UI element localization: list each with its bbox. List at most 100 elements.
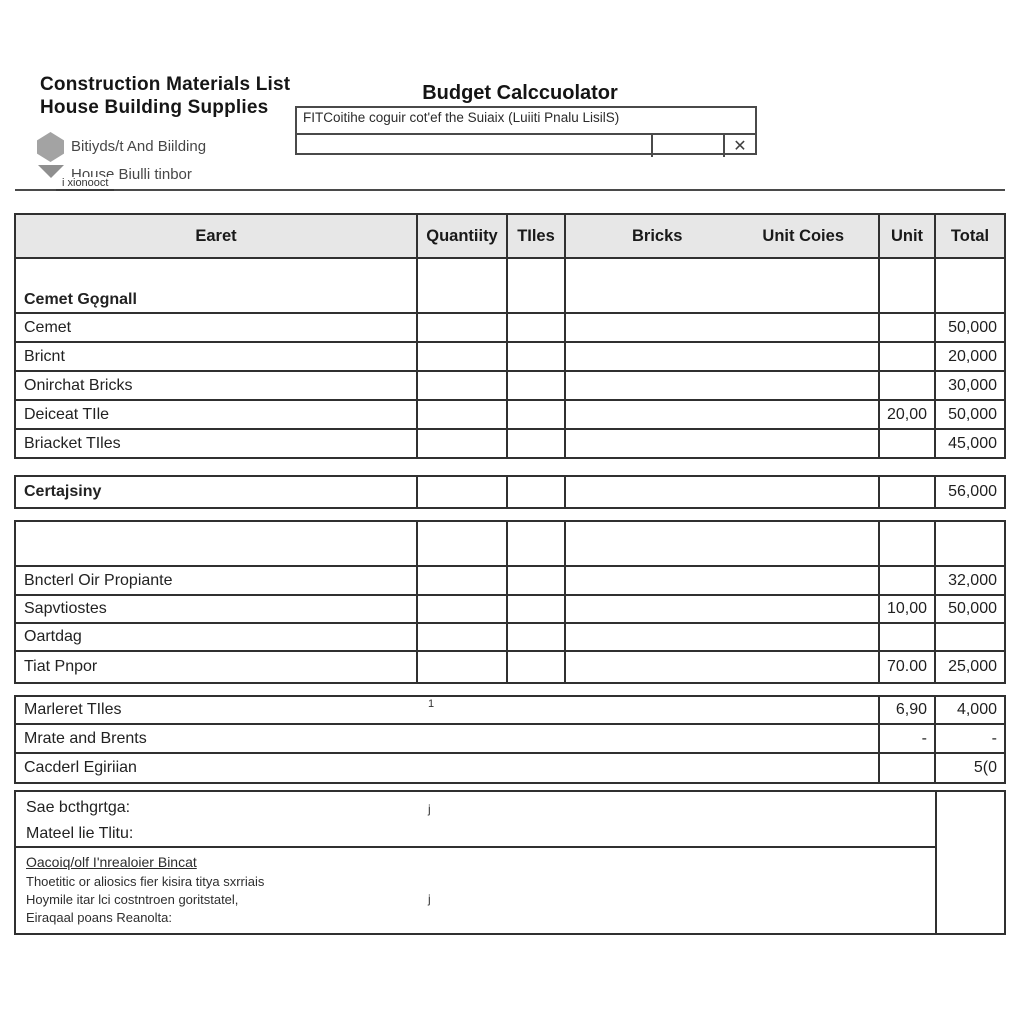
unit-cell: 20,00 (880, 401, 936, 428)
notes-table: Sae bcthgrtga: Mateel lie Tlitu: j Oacoi… (14, 790, 1006, 935)
item-cell: Cacderl Egiriian (16, 754, 880, 782)
stray-mark: j (428, 802, 431, 816)
note-text-1: Thoetitic or aliosics fier kisira titya … (26, 874, 265, 889)
notes-row-1: Sae bcthgrtga: Mateel lie Tlitu: j (16, 792, 935, 848)
table-row: Tiat Pnpor 70.00 25,000 (16, 652, 1004, 682)
item-cell: Mrate and Brents (16, 725, 880, 752)
table-row: Deiceat TIle 20,00 50,000 (16, 401, 1004, 430)
table-header-row: Earet Quantiity TIles Bricks Unit Coies … (16, 215, 1004, 259)
unit-cell (880, 343, 936, 370)
table-row: Briacket TIles 45,000 (16, 430, 1004, 457)
item-cell: Bricnt (16, 343, 418, 370)
total-cell: 50,000 (948, 600, 997, 617)
notes-link[interactable]: Oacoiq/olf I'nrealoier Bincat (26, 854, 197, 870)
hexagon-logo-icon (37, 132, 64, 162)
total-cell (936, 522, 1004, 565)
stray-mark: j (428, 892, 431, 906)
table-row: Oartdag (16, 624, 1004, 652)
stray-mark: 1 (428, 698, 435, 710)
note-text-2: Hoymile itar lci costntroen goritstatel, (26, 892, 239, 907)
col-header-quantity: Quantiity (418, 215, 508, 257)
unit-cell: 70.00 (880, 652, 936, 682)
unit-cell: 6,90 (880, 697, 936, 723)
item-cell: Bncterl Oir Propiante (16, 567, 418, 594)
total-cell: 25,000 (948, 658, 997, 675)
notes-side-cell (937, 792, 1004, 933)
total-cell: 30,000 (948, 376, 997, 394)
col-header-tiles: TIles (508, 215, 566, 257)
page-subtitle: House Building Supplies (40, 97, 269, 118)
total-cell: 5(0 (973, 759, 997, 776)
col-header-bricks-unitprices: Bricks Unit Coies (566, 215, 880, 257)
total-cell: 20,000 (948, 347, 997, 365)
note-label-1: Sae bcthgrtga: (26, 799, 131, 816)
item-cell: Marleret TIles (16, 697, 880, 723)
item-cell: Deiceat TIle (16, 401, 418, 428)
unit-cell: 10,00 (880, 596, 936, 622)
item-cell: Certajsiny (16, 477, 418, 507)
triangle-down-icon (38, 165, 64, 178)
item-cell: Briacket TIles (16, 430, 418, 457)
total-cell (936, 624, 1004, 650)
page-title: Construction Materials List (40, 74, 291, 95)
note-text-3: Eiraqaal poans Reanolta: (26, 910, 172, 925)
total-cell: - (991, 729, 997, 747)
item-cell: Oartdag (16, 624, 418, 650)
unit-cell (880, 522, 936, 565)
notes-row-2: Oacoiq/olf I'nrealoier Bincat Thoetitic … (16, 848, 935, 933)
unit-cell (880, 754, 936, 782)
item-cell: Sapvtiostes (16, 596, 418, 622)
total-cell (936, 259, 1004, 312)
unit-cell: - (880, 725, 936, 752)
unit-cell (880, 624, 936, 650)
header-divider (15, 189, 1005, 191)
brand-line-1: Bitiyds/t And Biilding (71, 138, 207, 155)
unit-cell (880, 259, 936, 312)
table-row: Mrate and Brents - - (16, 725, 1004, 754)
col-header-bricks: Bricks (632, 226, 683, 245)
calculator-input-main[interactable] (297, 135, 653, 157)
table-row: Bricnt 20,000 (16, 343, 1004, 372)
table-row: Marleret TIles 1 6,90 4,000 (16, 697, 1004, 725)
table-row: Cemet 50,000 (16, 314, 1004, 343)
note-label-2: Mateel lie Tlitu: (26, 825, 134, 842)
summary-row: Certajsiny 56,000 (16, 477, 1004, 507)
col-header-total: Total (936, 215, 1004, 257)
total-cell: 4,000 (956, 701, 997, 718)
item-cell: Tiat Pnpor (16, 652, 418, 682)
item-cell: Cemet Gǫgnall (16, 259, 418, 312)
calculator-box: FITCoitihe coguir cot'ef the Suiaix (Lui… (295, 106, 757, 157)
unit-cell (880, 372, 936, 399)
calculator-input-small[interactable] (653, 135, 725, 157)
table-row (16, 522, 1004, 567)
item-cell: Onirchat Bricks (16, 372, 418, 399)
table-row: Cemet Gǫgnall (16, 259, 1004, 314)
table-row: Onirchat Bricks 30,000 (16, 372, 1004, 401)
unit-cell (880, 314, 936, 341)
close-icon[interactable]: ✕ (733, 138, 747, 155)
total-cell: 45,000 (948, 434, 997, 452)
table-row: Sapvtiostes 10,00 50,000 (16, 596, 1004, 624)
total-cell: 50,000 (948, 318, 997, 336)
unit-cell (880, 430, 936, 457)
summary-table: Certajsiny 56,000 (14, 475, 1006, 509)
unit-cell (880, 477, 936, 507)
total-cell: 56,000 (948, 483, 997, 500)
brand-note: i xionooct (56, 177, 115, 191)
materials-table-3: Marleret TIles 1 6,90 4,000 Mrate and Br… (14, 695, 1006, 784)
col-header-item: Earet (16, 215, 418, 257)
col-header-unit-prices: Unit Coies (762, 226, 844, 245)
table-row: Bncterl Oir Propiante 32,000 (16, 567, 1004, 596)
materials-table-2: Bncterl Oir Propiante 32,000 Sapvtiostes… (14, 520, 1006, 684)
col-header-unit: Unit (880, 215, 936, 257)
total-cell: 50,000 (948, 405, 997, 423)
item-cell: Cemet (16, 314, 418, 341)
unit-cell (880, 567, 936, 594)
table-row: Cacderl Egiriian 5(0 (16, 754, 1004, 782)
materials-table: Earet Quantiity TIles Bricks Unit Coies … (14, 213, 1006, 459)
total-cell: 32,000 (948, 571, 997, 589)
calculator-title: Budget Calccuolator (420, 82, 620, 108)
calculator-field-label: FITCoitihe coguir cot'ef the Suiaix (Lui… (297, 108, 755, 135)
item-cell (16, 522, 418, 565)
